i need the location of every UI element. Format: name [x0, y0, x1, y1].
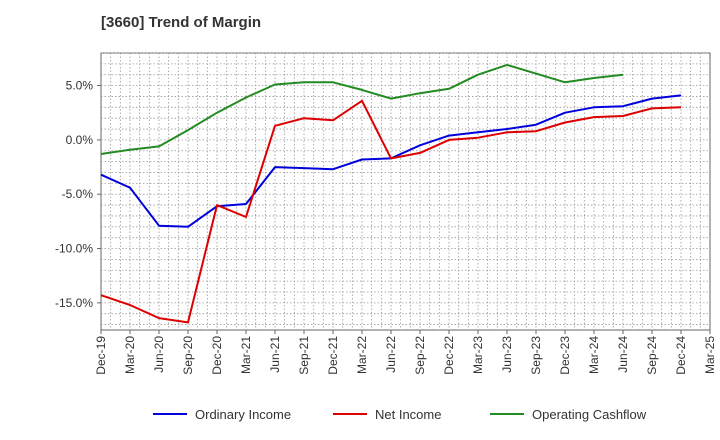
x-tick-label: Mar-23 [471, 336, 485, 374]
x-tick-label: Dec-20 [210, 336, 224, 375]
x-tick-label: Mar-24 [587, 336, 601, 374]
y-tick-label: -10.0% [55, 242, 93, 256]
x-tick-label: Sep-24 [645, 336, 659, 375]
legend-label-operating-cashflow: Operating Cashflow [532, 407, 647, 422]
x-tick-label: Jun-21 [268, 336, 282, 373]
x-tick-label: Dec-24 [674, 336, 688, 375]
x-tick-label: Mar-20 [123, 336, 137, 374]
legend: Ordinary Income Net Income Operating Cashf… [153, 407, 647, 422]
legend-label-net-income: Net Income [375, 407, 441, 422]
x-tick-label: Sep-20 [181, 336, 195, 375]
chart-title: [3660] Trend of Margin [101, 14, 262, 31]
plot-area [100, 52, 711, 331]
x-tick-label: Dec-21 [326, 336, 340, 375]
x-tick-label: Sep-22 [413, 336, 427, 375]
legend-label-ordinary-income: Ordinary Income [195, 407, 291, 422]
x-tick-label: Mar-25 [703, 336, 717, 374]
series-line-net-income [100, 99, 682, 324]
x-tick-label: Dec-23 [558, 336, 572, 375]
x-tick-label: Jun-22 [384, 336, 398, 373]
series-line-operating-cashflow [100, 63, 624, 155]
y-tick-label: 5.0% [66, 79, 94, 93]
x-tick-label: Mar-21 [239, 336, 253, 374]
x-tick-label: Jun-23 [500, 336, 514, 373]
x-tick-label: Dec-19 [94, 336, 108, 375]
x-tick-label: Mar-22 [355, 336, 369, 374]
x-tick-label: Sep-23 [529, 336, 543, 375]
y-tick-label: -5.0% [62, 187, 94, 201]
series-layer [100, 63, 682, 324]
y-axis-ticks: 5.0% 0.0% -5.0% -10.0% -15.0% [55, 79, 101, 310]
x-tick-label: Jun-20 [152, 336, 166, 373]
x-tick-label: Jun-24 [616, 336, 630, 373]
y-tick-label: 0.0% [66, 133, 94, 147]
x-tick-label: Dec-22 [442, 336, 456, 375]
y-tick-label: -15.0% [55, 296, 93, 310]
x-axis-ticks: Dec-19 Mar-20 Jun-20 Sep-20 Dec-20 Mar-21 Jun-… [94, 330, 717, 375]
x-tick-label: Sep-21 [297, 336, 311, 375]
